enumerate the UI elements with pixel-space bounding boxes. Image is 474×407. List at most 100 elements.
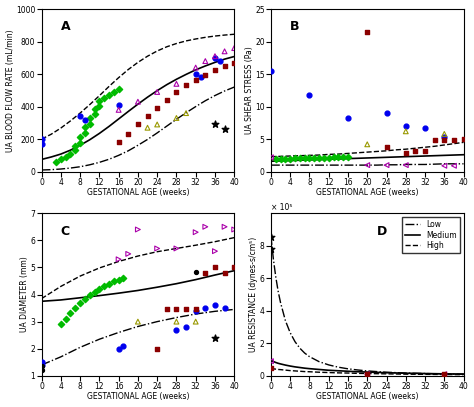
Point: [110, 278, 118, 284]
Point: [182, 110, 190, 116]
Point: [330, 154, 337, 161]
Point: [100, 283, 108, 290]
Point: [230, 45, 238, 51]
Point: [201, 269, 209, 276]
Point: [154, 105, 161, 112]
Point: [62, 154, 70, 160]
Point: [119, 275, 127, 282]
Point: [402, 123, 410, 129]
Text: A: A: [61, 20, 71, 33]
Point: [267, 246, 275, 252]
Point: [115, 85, 122, 92]
Point: [192, 64, 200, 71]
Point: [310, 155, 318, 161]
Point: [38, 359, 46, 365]
Point: [460, 136, 467, 142]
Point: [440, 137, 448, 144]
Point: [383, 162, 390, 168]
Point: [72, 143, 79, 150]
Text: C: C: [61, 225, 70, 238]
Point: [81, 124, 89, 130]
Point: [364, 28, 371, 35]
Point: [81, 129, 89, 136]
Point: [192, 229, 200, 236]
X-axis label: GESTATIONAL AGE (weeks): GESTATIONAL AGE (weeks): [87, 188, 189, 197]
Point: [38, 141, 46, 147]
Point: [421, 148, 429, 154]
Point: [173, 306, 180, 313]
Point: [115, 107, 122, 113]
Point: [296, 155, 304, 162]
Point: [52, 159, 60, 165]
Point: [364, 371, 371, 377]
Point: [105, 280, 113, 287]
Point: [201, 305, 209, 311]
Point: [192, 77, 200, 83]
Point: [320, 154, 328, 161]
Text: B: B: [290, 20, 300, 33]
Point: [38, 136, 46, 142]
X-axis label: GESTATIONAL AGE (weeks): GESTATIONAL AGE (weeks): [87, 392, 189, 401]
Point: [306, 155, 313, 161]
Point: [154, 121, 161, 128]
Point: [173, 115, 180, 121]
Point: [431, 137, 438, 144]
Y-axis label: UA DIAMETER (mm): UA DIAMETER (mm): [20, 257, 29, 333]
Point: [301, 155, 309, 161]
Point: [86, 120, 93, 127]
Point: [182, 324, 190, 330]
Point: [91, 289, 98, 295]
Point: [173, 81, 180, 87]
Point: [267, 154, 275, 161]
Point: [100, 95, 108, 102]
Y-axis label: UA SHEAR STRESS (Pa): UA SHEAR STRESS (Pa): [245, 46, 254, 134]
Text: × 10⁵: × 10⁵: [271, 203, 292, 212]
Point: [182, 306, 190, 313]
Point: [91, 106, 98, 112]
Point: [364, 371, 371, 377]
Point: [450, 137, 458, 144]
Point: [62, 316, 70, 322]
Point: [173, 318, 180, 325]
Point: [197, 74, 204, 81]
Point: [96, 286, 103, 292]
Point: [344, 115, 352, 122]
Point: [96, 98, 103, 104]
Point: [306, 92, 313, 98]
Point: [221, 63, 228, 69]
Point: [81, 116, 89, 123]
Point: [173, 89, 180, 95]
Point: [144, 113, 151, 120]
Point: [272, 155, 280, 162]
Legend: Low, Medium, High: Low, Medium, High: [401, 217, 460, 253]
Point: [315, 155, 323, 161]
Point: [282, 155, 289, 162]
Point: [72, 147, 79, 154]
Point: [440, 131, 448, 137]
Point: [216, 58, 224, 64]
Point: [450, 162, 458, 169]
Point: [115, 276, 122, 283]
X-axis label: GESTATIONAL AGE (weeks): GESTATIONAL AGE (weeks): [316, 188, 419, 197]
Point: [267, 365, 275, 372]
Point: [201, 58, 209, 64]
Point: [383, 144, 390, 150]
Point: [110, 89, 118, 95]
Point: [339, 154, 347, 161]
Point: [76, 113, 84, 120]
Point: [115, 346, 122, 352]
Point: [81, 295, 89, 302]
Point: [221, 305, 228, 311]
Point: [230, 264, 238, 271]
Point: [38, 363, 46, 370]
Point: [76, 300, 84, 306]
Point: [230, 226, 238, 233]
Point: [115, 256, 122, 263]
Point: [440, 371, 448, 377]
Point: [277, 155, 284, 162]
Point: [192, 308, 200, 314]
Point: [76, 140, 84, 147]
Point: [364, 141, 371, 148]
Point: [211, 55, 219, 61]
Point: [67, 151, 74, 157]
